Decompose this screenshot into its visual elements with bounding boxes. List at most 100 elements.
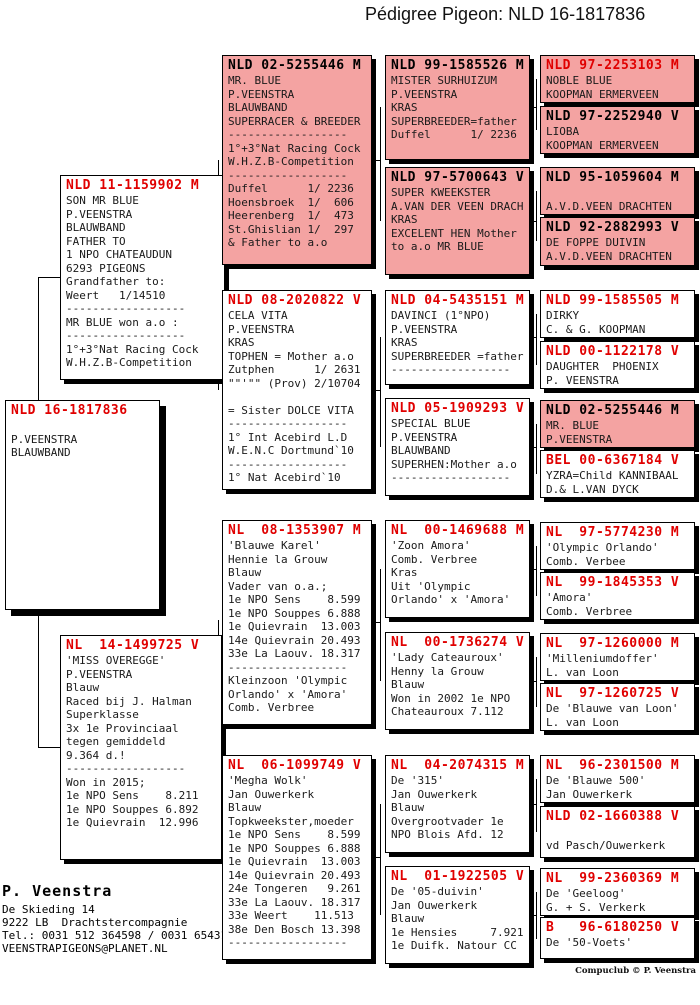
pigeon-details: 'Milleniumdoffer' L. van Loon [546, 652, 659, 679]
pigeon-details: De 'Blauwe 500' Jan Ouwerkerk [546, 774, 646, 801]
connector-line [536, 424, 537, 474]
connector-line [380, 107, 381, 221]
pigeon-details: NOBLE BLUE KOOPMAN ERMERVEEN [546, 74, 659, 101]
ring-number: NLD 08-2020822 V [228, 293, 362, 308]
ring-number: B 96-6180250 V [546, 920, 680, 935]
pigeon-details: 'Amora' Comb. Verbree [546, 591, 633, 618]
ring-number: NLD 92-2882993 V [546, 220, 680, 235]
pedigree-box-ffmm: NLD 92-2882993 V DE FOPPE DUIVIN A.V.D.V… [540, 217, 695, 266]
pedigree-box-mff: NL 00-1469688 M 'Zoon Amora' Comb. Verbr… [385, 520, 530, 618]
page-title: Pédigree Pigeon: NLD 16-1817836 [365, 4, 646, 24]
connector-line [536, 779, 537, 832]
pigeon-details: P.VEENSTRA BLAUWBAND [11, 432, 78, 460]
pedigree-box-fff: NLD 99-1585526 M MISTER SURHUIZUM P.VEEN… [385, 55, 530, 160]
pedigree-box-mfff: NL 97-5774230 M 'Olympic Orlando' Comb. … [540, 522, 695, 570]
pigeon-details: vd Pasch/Ouwerkerk [546, 838, 666, 852]
ring-number: NLD 11-1159902 M [66, 178, 200, 193]
connector-line [372, 622, 380, 623]
ring-number: NLD 00-1122178 V [546, 344, 680, 359]
ring-number: BEL 00-6367184 V [546, 453, 680, 468]
connector-line [372, 857, 380, 858]
ring-number: NL 97-1260000 M [546, 636, 680, 651]
pedigree-box-mm: NL 06-1099749 V 'Megha Wolk' Jan Ouwerke… [222, 755, 372, 960]
pigeon-details: MR. BLUE P.VEENSTRA BLAUWBAND SUPERRACER… [228, 74, 361, 249]
pedigree-box-father: NLD 11-1159902 M SON MR BLUE P.VEENSTRA … [60, 175, 225, 380]
connector-line [530, 221, 536, 222]
pigeon-details: MISTER SURHUIZUM P.VEENSTRA KRAS SUPERBR… [391, 74, 517, 141]
connector-line [530, 915, 536, 916]
ring-number: NLD 95-1059604 M [546, 170, 680, 185]
pigeon-details: 'Blauwe Karel' Hennie la Grouw Blauw Vad… [228, 539, 361, 714]
pedigree-box-mmm: NL 01-1922505 V De '05-duivin' Jan Ouwer… [385, 866, 530, 964]
pigeon-details: SPECIAL BLUE P.VEENSTRA BLAUWBAND SUPERH… [391, 417, 517, 484]
pigeon-details: CELA VITA P.VEENSTRA KRAS TOPHEN = Mothe… [228, 309, 361, 484]
connector-line [536, 657, 537, 707]
connector-line [530, 447, 536, 448]
connector-line [536, 191, 537, 241]
connector-line [536, 892, 537, 939]
ring-number: NLD 02-1660388 V [546, 809, 680, 824]
ring-number: NLD 97-2252940 V [546, 109, 680, 124]
ring-number: NLD 16-1817836 [11, 403, 128, 418]
pigeon-details: 'Olympic Orlando' Comb. Verbee [546, 541, 659, 568]
connector-line [380, 804, 381, 915]
pedigree-box-ffmf: NLD 95-1059604 M A.V.D.VEEN DRACHTEN [540, 167, 695, 215]
breeder-contact: P. Veenstra De Skieding 14 9222 LB Drach… [2, 882, 254, 955]
ring-number: NLD 97-2253103 M [546, 58, 680, 73]
pigeon-details: De '315' Jan Ouwerkerk Blauw Overgrootva… [391, 774, 504, 841]
pigeon-details: De '50-Voets' [546, 936, 633, 949]
pigeon-details: DIRKY C. & G. KOOPMAN [546, 309, 646, 336]
pigeon-details: YZRA=Child KANNIBAAL D.& L.VAN DYCK [546, 469, 679, 496]
pedigree-box-mfmm: NL 97-1260725 V De 'Blauwe van Loon' L. … [540, 683, 695, 731]
connector-line [536, 314, 537, 365]
pigeon-details: DAVINCI (1°NPO) P.VEENSTRA KRAS SUPERBRE… [391, 309, 524, 376]
pedigree-box-mmf: NL 04-2074315 M De '315' Jan Ouwerkerk B… [385, 755, 530, 853]
ring-number: NL 00-1736274 V [391, 635, 525, 650]
connector-line [380, 569, 381, 681]
connector-line [380, 337, 381, 447]
ring-number: NLD 99-1585526 M [391, 58, 525, 73]
ring-number: NLD 05-1909293 V [391, 401, 525, 416]
ring-number: NLD 04-5435151 M [391, 293, 525, 308]
pigeon-details: DE FOPPE DUIVIN A.V.D.VEEN DRACHTEN [546, 236, 672, 263]
connector-line [530, 681, 536, 682]
pigeon-details: De '05-duivin' Jan Ouwerkerk Blauw 1e He… [391, 885, 524, 952]
connector-line [536, 546, 537, 596]
pigeon-details: De 'Blauwe van Loon' L. van Loon [546, 702, 679, 729]
pedigree-box-ff: NLD 02-5255446 M MR. BLUE P.VEENSTRA BLA… [222, 55, 372, 265]
ring-number: NL 97-5774230 M [546, 525, 680, 540]
ring-number: NLD 02-5255446 M [546, 403, 680, 418]
software-credit: Compuclub © P. Veenstra [575, 966, 696, 976]
pigeon-details: SON MR BLUE P.VEENSTRA BLAUWBAND FATHER … [66, 194, 199, 369]
pedigree-box-fmff: NLD 99-1585505 M DIRKY C. & G. KOOPMAN [540, 290, 695, 338]
pedigree-box-fmfm: NLD 00-1122178 V DAUGHTER PHOENIX P. VEE… [540, 341, 695, 389]
pedigree-box-mfmf: NL 97-1260000 M 'Milleniumdoffer' L. van… [540, 633, 695, 681]
pedigree-box-fffm: NLD 97-2252940 V LIOBA KOOPMAN ERMERVEEN [540, 106, 695, 154]
pedigree-box-fmmf: NLD 02-5255446 M MR. BLUE P.VEENSTRA [540, 400, 695, 448]
pedigree-box-mmmm: B 96-6180250 V De '50-Voets' [540, 917, 695, 959]
pedigree-box-fm: NLD 08-2020822 V CELA VITA P.VEENSTRA KR… [222, 290, 372, 490]
pigeon-details: 'Megha Wolk' Jan Ouwerkerk Blauw Topkwee… [228, 774, 361, 949]
pedigree-box-ffff: NLD 97-2253103 M NOBLE BLUE KOOPMAN ERME… [540, 55, 695, 103]
ring-number: NL 14-1499725 V [66, 638, 200, 653]
ring-number: NL 01-1922505 V [391, 869, 525, 884]
pedigree-box-mmff: NL 96-2301500 M De 'Blauwe 500' Jan Ouwe… [540, 755, 695, 803]
pigeon-details: DAUGHTER PHOENIX P. VEENSTRA [546, 360, 659, 387]
pigeon-details: LIOBA KOOPMAN ERMERVEEN [546, 125, 659, 152]
pedigree-box-mf: NL 08-1353907 M 'Blauwe Karel' Hennie la… [222, 520, 372, 725]
pigeon-details: A.V.D.VEEN DRACHTEN [546, 199, 672, 213]
ring-number: NL 96-2301500 M [546, 758, 680, 773]
connector-line [372, 160, 380, 161]
ring-number: NL 99-2360369 M [546, 871, 680, 886]
connector-line [530, 804, 536, 805]
pigeon-details: 'MISS OVEREGGE' P.VEENSTRA Blauw Raced b… [66, 654, 199, 829]
pigeon-details: SUPER KWEEKSTER A.VAN DER VEEN DRACH KRA… [391, 186, 524, 253]
pedigree-box-fmmm: BEL 00-6367184 V YZRA=Child KANNIBAAL D.… [540, 450, 695, 498]
ring-number: NL 00-1469688 M [391, 523, 525, 538]
ring-number: NL 04-2074315 M [391, 758, 525, 773]
pigeon-details: De 'Geeloog' G. + S. Verkerk [546, 887, 646, 914]
ring-number: NLD 97-5700643 V [391, 170, 525, 185]
ring-number: NL 97-1260725 V [546, 686, 680, 701]
pigeon-details: 'Lady Cateauroux' Henny la Grouw Blauw W… [391, 651, 511, 718]
